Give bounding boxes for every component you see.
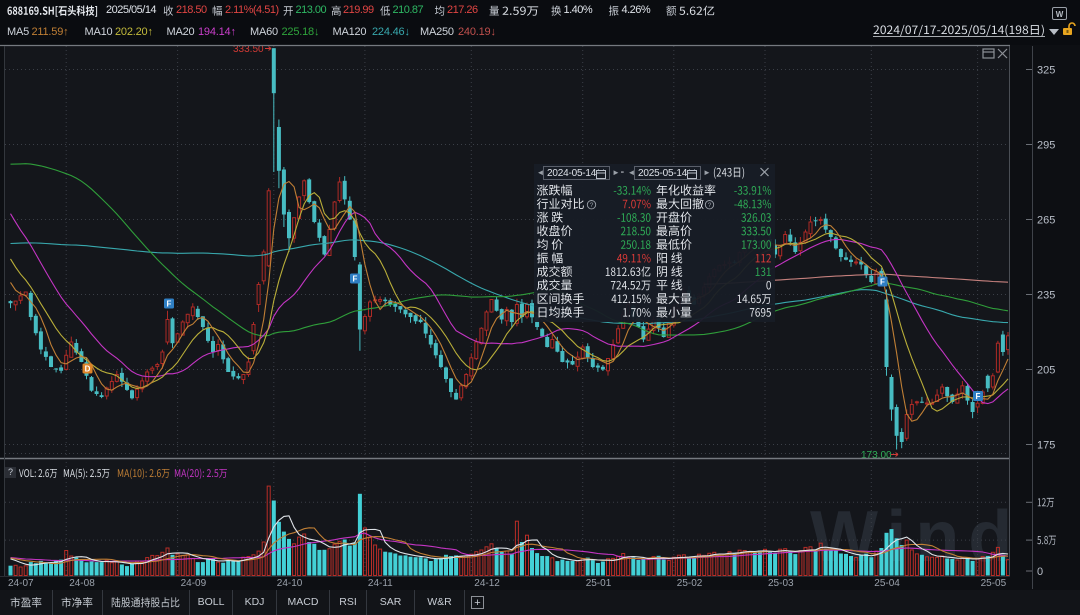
svg-text:F: F: [976, 392, 981, 401]
svg-text:333.50: 333.50: [233, 44, 264, 55]
svg-text:F: F: [353, 275, 358, 284]
svg-text:25-04: 25-04: [874, 578, 900, 589]
svg-text:175: 175: [1037, 440, 1055, 452]
svg-text:173.00: 173.00: [861, 450, 892, 461]
svg-text:24-12: 24-12: [474, 578, 500, 589]
svg-text:265: 265: [1037, 215, 1055, 227]
svg-text:25-03: 25-03: [768, 578, 794, 589]
svg-text:24-10: 24-10: [277, 578, 303, 589]
svg-text:25-01: 25-01: [586, 578, 612, 589]
svg-text:24-11: 24-11: [368, 578, 393, 589]
svg-text:F: F: [167, 300, 172, 309]
svg-text:24-08: 24-08: [69, 578, 95, 589]
svg-text:235: 235: [1037, 290, 1055, 302]
svg-text:D: D: [85, 365, 91, 374]
svg-text:295: 295: [1037, 140, 1055, 152]
svg-text:25-02: 25-02: [677, 578, 703, 589]
svg-text:Wind: Wind: [810, 497, 1021, 577]
svg-text:F: F: [880, 278, 885, 287]
svg-text:205: 205: [1037, 365, 1055, 377]
svg-text:24-09: 24-09: [181, 578, 207, 589]
svg-text:25-05: 25-05: [981, 578, 1007, 589]
svg-text:0: 0: [1037, 566, 1043, 578]
svg-text:24-07: 24-07: [8, 578, 34, 589]
svg-text:325: 325: [1037, 65, 1055, 77]
